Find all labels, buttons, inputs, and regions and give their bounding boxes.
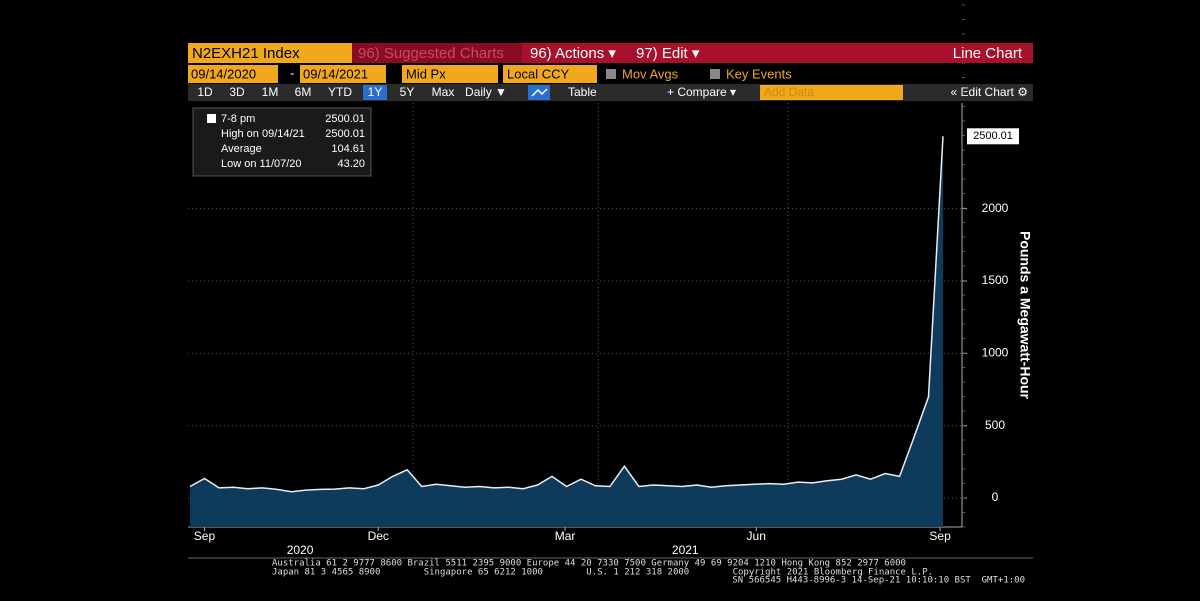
info-value: 2500.01 xyxy=(325,128,365,140)
end-date-box[interactable] xyxy=(300,65,386,83)
info-label: Low on 11/07/20 xyxy=(221,158,302,170)
period-button[interactable]: 1D xyxy=(197,85,213,99)
line xyxy=(189,136,944,493)
period-button[interactable]: 1M xyxy=(262,85,279,99)
period-button[interactable]: Max xyxy=(432,85,455,99)
currency-box[interactable] xyxy=(503,65,597,83)
period-button[interactable]: Daily ▼ xyxy=(465,85,507,99)
info-value: 104.61 xyxy=(331,143,365,155)
info-value: 2500.01 xyxy=(325,113,365,125)
edit-chart[interactable]: « Edit Chart ⚙ xyxy=(951,85,1028,99)
x-tick-label: Sep xyxy=(929,529,951,543)
last-price: 2500.01 xyxy=(973,130,1013,142)
security-box[interactable] xyxy=(188,43,352,63)
last-price-tag xyxy=(967,128,1019,145)
y-tick-label: 500 xyxy=(985,418,1005,432)
footer-line: Japan 81 3 4565 8900 Singapore 65 6212 1… xyxy=(272,568,933,578)
info-label: 7-8 pm xyxy=(221,113,255,125)
info-box xyxy=(192,107,372,177)
area xyxy=(190,136,943,528)
mov-avgs[interactable]: Mov Avgs xyxy=(622,66,679,81)
checkbox[interactable] xyxy=(710,69,720,79)
period-button[interactable]: 3D xyxy=(229,85,245,99)
x-tick-label: Mar xyxy=(555,529,576,543)
end-date: 09/14/2021 xyxy=(303,66,368,81)
field: Mid Px xyxy=(406,66,446,81)
line-icon-glyph xyxy=(531,88,548,97)
checkbox[interactable] xyxy=(606,69,616,79)
actions[interactable]: 96) Actions ▾ xyxy=(530,45,616,62)
period-selected xyxy=(363,85,387,100)
key-events[interactable]: Key Events xyxy=(726,66,792,81)
y-axis-label: Pounds a Megawatt-Hour xyxy=(1017,231,1033,400)
footer-line: SN 566545 H443-8996-3 14-Sep-21 10:10:10… xyxy=(732,576,1025,586)
info-swatch xyxy=(207,114,216,123)
x-tick-label: Dec xyxy=(368,529,389,543)
security: N2EXH21 Index xyxy=(192,45,300,62)
compare[interactable]: + Compare ▾ xyxy=(667,85,736,99)
suggested-box[interactable] xyxy=(352,43,522,63)
suggested: 96) Suggested Charts xyxy=(358,45,504,62)
y-tick-label: 1000 xyxy=(982,346,1009,360)
x-tick-label: Jun xyxy=(747,529,766,543)
period-button[interactable]: YTD xyxy=(328,85,352,99)
year-label: 2020 xyxy=(287,543,314,557)
year-label: 2021 xyxy=(672,543,699,557)
period-button[interactable]: 6M xyxy=(295,85,312,99)
add-data: Add Data xyxy=(764,85,814,99)
info-value: 43.20 xyxy=(337,158,365,170)
menu-bar xyxy=(352,43,1033,63)
field-box[interactable] xyxy=(402,65,498,83)
add-data-box[interactable] xyxy=(760,85,903,100)
line-icon[interactable] xyxy=(528,85,550,100)
info-label: Average xyxy=(221,143,262,155)
table[interactable]: Table xyxy=(568,85,597,99)
y-tick-label: 2000 xyxy=(982,201,1009,215)
chart-kind: Line Chart xyxy=(953,45,1023,62)
x-tick-label: Sep xyxy=(194,529,216,543)
footer-line: Australia 61 2 9777 8600 Brazil 5511 239… xyxy=(272,559,906,569)
y-tick-label: 0 xyxy=(992,490,999,504)
edit[interactable]: 97) Edit ▾ xyxy=(636,45,700,62)
period-button[interactable]: 1Y xyxy=(368,85,383,99)
period-bar xyxy=(188,84,1033,101)
start-date-box[interactable] xyxy=(188,65,278,83)
start-date: 09/14/2020 xyxy=(191,66,256,81)
date-dash: - xyxy=(290,65,294,80)
currency: Local CCY xyxy=(507,66,569,81)
period-button[interactable]: 5Y xyxy=(400,85,415,99)
info-label: High on 09/14/21 xyxy=(221,128,305,140)
y-tick-label: 1500 xyxy=(982,273,1009,287)
